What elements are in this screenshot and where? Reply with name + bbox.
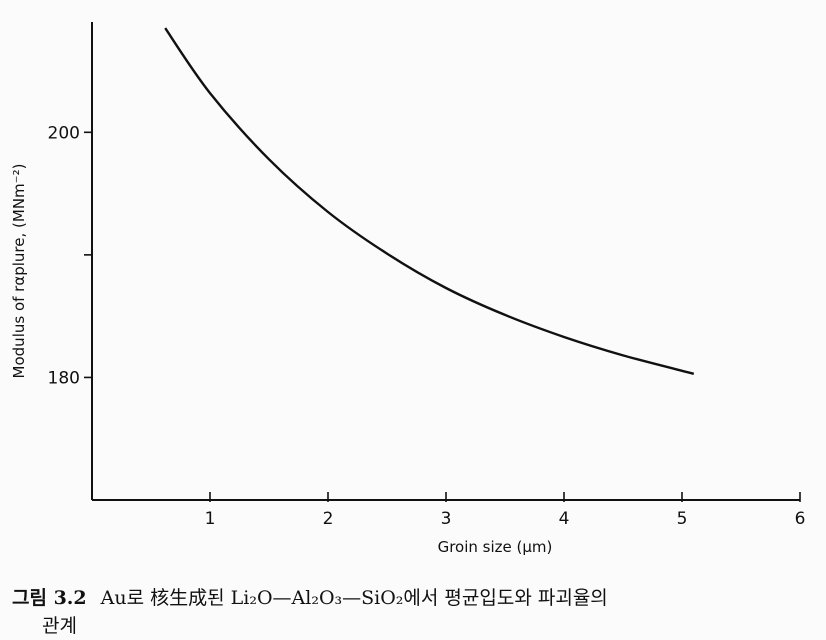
figure-number: 그림 3.2 [12, 587, 87, 609]
x-tick-label-1: 1 [205, 509, 216, 529]
figure-caption: 그림 3.2 Au로 核生成된 Li₂O—Al₂O₃—SiO₂에서 평균입도와 파… [12, 584, 608, 640]
x-tick-label-2: 2 [323, 509, 334, 529]
series-line-1 [164, 27, 695, 375]
chart-area: 200 180 1 2 3 4 5 6 Modulus of rαplure, (MNm⁻²… [10, 22, 806, 556]
axes [91, 22, 800, 501]
x-tick-label-3: 3 [441, 509, 452, 529]
x-ticks: 1 2 3 4 5 6 [205, 492, 806, 529]
x-tick-label-6: 6 [795, 509, 806, 529]
y-tick-label-200: 200 [48, 123, 80, 143]
x-tick-label-5: 5 [677, 509, 688, 529]
y-tick-label-180: 180 [48, 368, 80, 388]
series-layer [164, 27, 695, 375]
caption-text-line2: 관계 [42, 615, 77, 637]
caption-text-line1: Au로 核生成된 Li₂O—Al₂O₃—SiO₂에서 평균입도와 파괴율의 [100, 587, 608, 609]
x-tick-label-4: 4 [559, 509, 570, 529]
x-axis-title: Groin size (μm) [438, 538, 553, 556]
y-ticks: 200 180 [48, 123, 92, 388]
y-axis-title: Modulus of rαplure, (MNm⁻²) [10, 164, 28, 379]
